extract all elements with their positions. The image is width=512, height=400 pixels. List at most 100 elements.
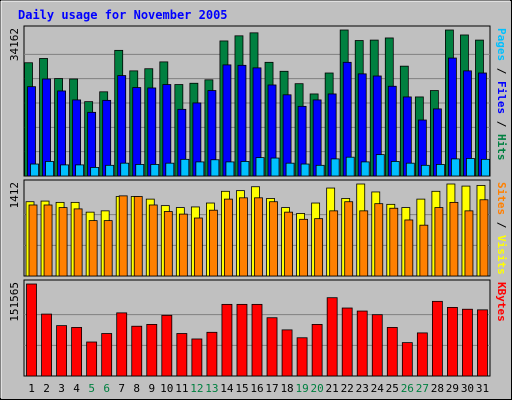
bar-sites	[254, 197, 263, 277]
bar-sites	[118, 195, 128, 277]
day-label: 5	[88, 382, 95, 395]
panel-max-label: 151565	[8, 282, 21, 322]
day-label: 20	[311, 382, 324, 395]
bar-pages	[255, 157, 265, 177]
bar-pages	[225, 161, 235, 177]
day-label: 3	[58, 382, 65, 395]
bar-files	[237, 64, 247, 177]
day-label: 29	[446, 382, 459, 395]
bar-kbytes	[281, 329, 293, 377]
bar-sites	[329, 210, 339, 277]
bar-kbytes	[341, 307, 353, 377]
day-label: 2	[43, 382, 50, 395]
axis-label-part: Pages	[495, 28, 508, 61]
bar-sites	[224, 198, 233, 277]
bar-pages	[210, 159, 220, 177]
bar-kbytes	[431, 300, 443, 377]
bar-files	[312, 99, 322, 177]
panel-max-label: 1412	[8, 182, 21, 209]
bar-pages	[330, 158, 340, 177]
bar-pages	[375, 154, 385, 177]
bar-sites	[374, 203, 384, 277]
day-label: 26	[401, 382, 414, 395]
day-label: 19	[295, 382, 308, 395]
day-label: 7	[118, 382, 125, 395]
bar-sites	[43, 204, 53, 277]
day-label: 25	[386, 382, 399, 395]
bar-sites	[163, 211, 173, 277]
day-label: 18	[280, 382, 293, 395]
bar-kbytes	[161, 314, 173, 377]
bar-sites	[103, 220, 113, 277]
axis-label-part: Sites	[495, 182, 508, 215]
bar-pages	[360, 161, 370, 177]
bar-pages	[420, 164, 430, 177]
day-label: 9	[148, 382, 155, 395]
bar-sites	[344, 201, 354, 277]
day-label: 16	[250, 382, 263, 395]
bar-pages	[105, 164, 115, 177]
day-label: 17	[265, 382, 278, 395]
day-label: 4	[73, 382, 80, 395]
bar-pages	[481, 158, 490, 177]
panel-axis-label: Sites / Visits	[495, 182, 508, 275]
bar-pages	[270, 157, 280, 177]
bar-pages	[405, 162, 415, 177]
bar-sites	[434, 207, 444, 277]
bar-pages	[180, 158, 190, 177]
bar-files	[57, 90, 66, 177]
day-label: 30	[461, 382, 474, 395]
axis-label-part: Hits	[495, 134, 508, 161]
bar-sites	[419, 224, 429, 277]
bar-pages	[285, 162, 295, 177]
bar-kbytes	[26, 283, 37, 377]
bar-files	[222, 64, 232, 177]
bar-kbytes	[447, 307, 458, 377]
bar-sites	[133, 196, 143, 277]
bar-kbytes	[101, 333, 113, 377]
bar-files	[87, 111, 97, 177]
bar-sites	[73, 208, 83, 277]
bar-pages	[345, 156, 355, 177]
bar-kbytes	[116, 312, 128, 377]
bar-files	[147, 87, 157, 177]
bar-kbytes	[371, 314, 383, 377]
bar-sites	[404, 219, 414, 277]
bar-pages	[240, 161, 250, 177]
bar-files	[357, 73, 367, 177]
bar-kbytes	[86, 341, 98, 377]
day-label: 6	[103, 382, 110, 395]
bar-pages	[120, 162, 130, 177]
day-label: 23	[356, 382, 369, 395]
bar-sites	[88, 220, 98, 277]
bar-sites	[193, 217, 203, 277]
day-label: 22	[341, 382, 354, 395]
bar-kbytes	[326, 297, 338, 377]
bar-pages	[90, 167, 100, 177]
day-label: 31	[476, 382, 489, 395]
bar-pages	[390, 161, 400, 177]
day-label: 11	[175, 382, 188, 395]
panel-max-label: 34162	[8, 28, 21, 61]
bar-kbytes	[206, 331, 218, 377]
bar-pages	[75, 164, 85, 177]
bar-pages	[60, 164, 69, 177]
bar-pages	[195, 161, 205, 177]
axis-label-part: Visits	[495, 235, 508, 275]
day-label: 13	[205, 382, 218, 395]
bar-pages	[451, 158, 460, 177]
bar-kbytes	[176, 333, 188, 377]
day-label: 12	[190, 382, 203, 395]
bar-pages	[30, 163, 39, 177]
bar-sites	[359, 210, 369, 277]
bar-kbytes	[311, 324, 323, 377]
bar-kbytes	[251, 303, 263, 377]
bar-pages	[165, 162, 175, 177]
panel-axis-label: KBytes	[495, 282, 508, 322]
bar-kbytes	[191, 338, 203, 377]
bar-sites	[479, 199, 489, 277]
bar-pages	[45, 161, 54, 177]
day-label: 21	[326, 382, 339, 395]
bar-kbytes	[221, 303, 233, 377]
